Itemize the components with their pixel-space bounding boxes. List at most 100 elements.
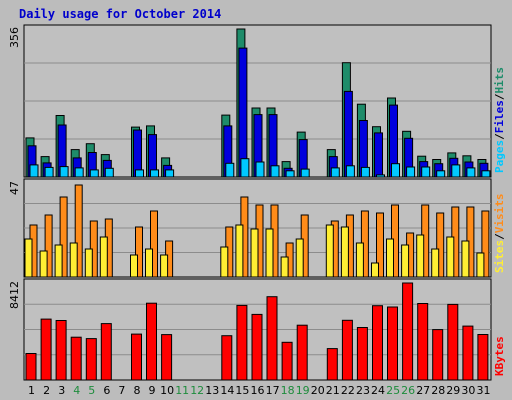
x-tick-day-1: 1 bbox=[28, 384, 35, 397]
bar-pages-day-25 bbox=[391, 163, 400, 178]
bar-files-day-15 bbox=[238, 47, 248, 178]
bar-sites-day-6 bbox=[99, 236, 108, 278]
x-tick-day-5: 5 bbox=[88, 384, 95, 397]
bar-pages-day-22 bbox=[345, 165, 355, 178]
bar-sites-day-30 bbox=[461, 240, 470, 278]
y-max-label: 356 bbox=[8, 27, 21, 48]
bar-kbytes-day-14 bbox=[221, 335, 233, 381]
bar-sites-day-21 bbox=[325, 224, 334, 278]
bar-sites-day-17 bbox=[265, 228, 274, 278]
bar-visits-day-31 bbox=[481, 210, 490, 278]
bar-sites-day-25 bbox=[386, 238, 394, 278]
bar-pages-day-21 bbox=[330, 167, 340, 178]
legend-separator: / bbox=[493, 133, 506, 140]
bar-visits-day-24 bbox=[376, 212, 384, 278]
bar-kbytes-day-29 bbox=[447, 303, 459, 381]
bar-sites-day-31 bbox=[476, 252, 485, 278]
bar-kbytes-day-31 bbox=[477, 334, 489, 381]
bar-sites-day-22 bbox=[340, 226, 349, 278]
bar-pages-day-14 bbox=[225, 162, 235, 178]
legend-panel-3: KBytes bbox=[493, 336, 506, 376]
legend-separator: / bbox=[493, 233, 506, 240]
legend-files: Files bbox=[493, 100, 506, 133]
bar-kbytes-day-4 bbox=[70, 336, 82, 381]
bar-visits-day-2 bbox=[44, 214, 53, 278]
x-tick-day-30: 30 bbox=[461, 384, 475, 397]
bar-pages-day-28 bbox=[436, 170, 446, 178]
legend-pages: Pages bbox=[493, 140, 506, 173]
x-tick-day-23: 23 bbox=[356, 384, 370, 397]
x-tick-day-15: 15 bbox=[235, 384, 249, 397]
bar-sites-day-10 bbox=[160, 254, 169, 278]
legend-panel-2: Sites/Visits bbox=[493, 194, 506, 274]
bar-pages-day-18 bbox=[285, 170, 295, 178]
y-max-label: 47 bbox=[8, 181, 21, 195]
bar-kbytes-day-25 bbox=[387, 306, 398, 381]
bar-pages-day-30 bbox=[466, 167, 476, 178]
bar-pages-day-1 bbox=[29, 164, 39, 178]
bar-pages-day-26 bbox=[406, 166, 416, 178]
bar-kbytes-day-19 bbox=[296, 324, 308, 381]
x-axis: 1 2 3 4 5 6 7 8 9 10 11 12 13 14 15 16 17 18 19 20 21 22 23 24 2… bbox=[28, 384, 491, 397]
bar-pages-day-16 bbox=[255, 161, 265, 178]
bar-sites-day-8 bbox=[130, 254, 138, 278]
bar-kbytes-day-17 bbox=[266, 296, 278, 381]
bar-sites-day-9 bbox=[145, 248, 153, 278]
legend-hits: Hits bbox=[493, 67, 506, 94]
bar-pages-day-31 bbox=[481, 170, 491, 178]
bar-sites-day-5 bbox=[84, 248, 93, 278]
x-tick-day-12: 12 bbox=[190, 384, 204, 397]
bar-sites-day-16 bbox=[250, 228, 259, 278]
bar-kbytes-day-3 bbox=[55, 320, 67, 381]
x-tick-day-28: 28 bbox=[431, 384, 445, 397]
x-tick-day-31: 31 bbox=[477, 384, 491, 397]
chart-title: Daily usage for October 2014 bbox=[19, 7, 221, 21]
legend-panel-1: Pages/Files/Hits bbox=[493, 67, 506, 173]
bar-pages-day-23 bbox=[360, 166, 370, 178]
bar-kbytes-day-8 bbox=[131, 333, 142, 381]
x-tick-day-18: 18 bbox=[281, 384, 295, 397]
bar-sites-day-24 bbox=[371, 262, 379, 278]
bar-pages-day-8 bbox=[135, 169, 144, 178]
x-tick-day-11: 11 bbox=[175, 384, 189, 397]
bar-sites-day-18 bbox=[280, 256, 289, 278]
x-tick-day-24: 24 bbox=[371, 384, 385, 397]
x-tick-day-7: 7 bbox=[118, 384, 125, 397]
bar-pages-day-2 bbox=[44, 166, 54, 178]
bar-kbytes-day-10 bbox=[161, 334, 173, 381]
bar-kbytes-day-22 bbox=[341, 319, 353, 381]
bar-pages-day-15 bbox=[240, 158, 250, 178]
x-tick-day-19: 19 bbox=[296, 384, 310, 397]
bar-kbytes-day-16 bbox=[251, 313, 263, 381]
bar-pages-day-17 bbox=[270, 165, 280, 178]
bar-sites-day-26 bbox=[401, 244, 410, 278]
bar-kbytes-day-30 bbox=[462, 325, 474, 381]
bar-sites-day-14 bbox=[220, 246, 229, 278]
bar-pages-day-10 bbox=[165, 169, 175, 178]
bar-kbytes-day-15 bbox=[236, 304, 248, 381]
bar-sites-day-4 bbox=[69, 242, 78, 278]
bar-visits-day-4 bbox=[74, 184, 83, 278]
bar-files-day-24 bbox=[374, 132, 383, 178]
x-tick-day-14: 14 bbox=[220, 384, 234, 397]
x-tick-day-22: 22 bbox=[341, 384, 355, 397]
legend-visits: Visits bbox=[493, 194, 506, 234]
bar-sites-day-15 bbox=[235, 224, 244, 278]
bar-sites-day-19 bbox=[295, 238, 304, 278]
bar-kbytes-day-23 bbox=[356, 327, 368, 381]
bar-sites-day-2 bbox=[39, 250, 48, 278]
bar-pages-day-29 bbox=[451, 164, 461, 178]
chart-panels: 356Pages/Files/Hits47Sites/Visits8412KBy… bbox=[8, 24, 506, 381]
bar-sites-day-1 bbox=[24, 238, 33, 278]
x-tick-day-4: 4 bbox=[73, 384, 80, 397]
x-tick-day-17: 17 bbox=[266, 384, 280, 397]
bar-kbytes-day-27 bbox=[417, 303, 429, 381]
bar-visits-day-3 bbox=[59, 196, 68, 278]
bar-pages-day-4 bbox=[74, 167, 84, 178]
panel-3: 8412 KBytes bbox=[8, 278, 506, 381]
y-max-label: 8412 bbox=[8, 281, 21, 309]
bar-pages-day-3 bbox=[59, 166, 69, 178]
x-tick-day-6: 6 bbox=[103, 384, 110, 397]
